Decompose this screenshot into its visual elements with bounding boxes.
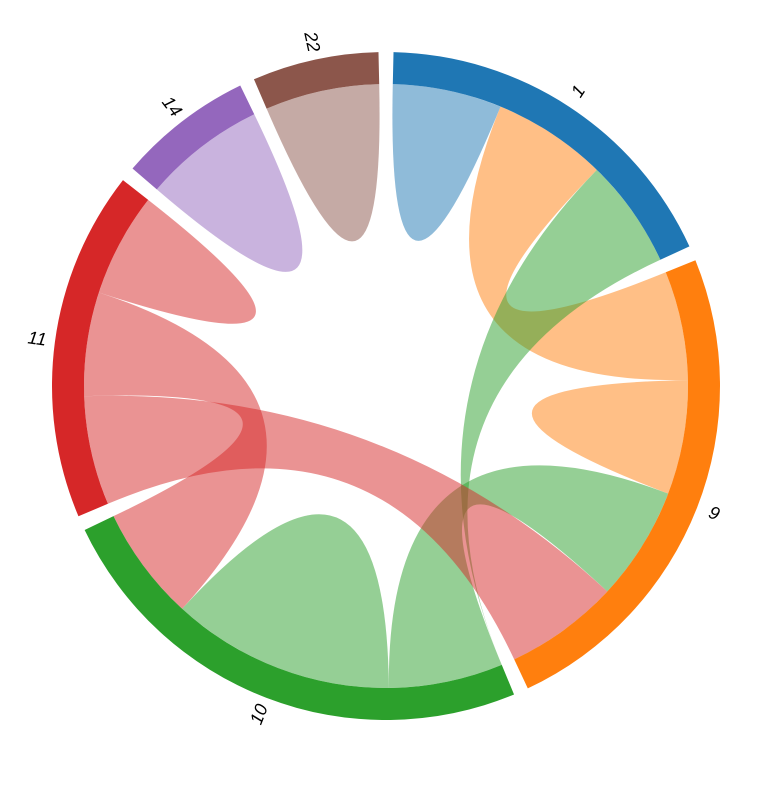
- ribbon: [266, 84, 380, 242]
- group-label: 14: [158, 92, 186, 120]
- group-label: 22: [300, 29, 324, 54]
- ribbon: [182, 514, 389, 688]
- ribbon: [156, 114, 303, 272]
- ribbon: [460, 169, 661, 665]
- group-label: 1: [567, 81, 589, 100]
- group-arc: [132, 85, 255, 190]
- group-arc: [253, 52, 380, 109]
- group-label: 11: [27, 327, 48, 349]
- group-label: 9: [706, 502, 723, 524]
- ribbon: [392, 84, 501, 241]
- ribbons: [84, 84, 688, 688]
- ribbon: [98, 199, 256, 324]
- group-arc: [392, 52, 690, 260]
- ribbon: [531, 380, 688, 494]
- group-label: 10: [246, 701, 272, 727]
- group-arc: [51, 180, 149, 517]
- group-arc: [514, 260, 721, 689]
- ribbon: [84, 292, 267, 609]
- group-arc: [84, 516, 515, 720]
